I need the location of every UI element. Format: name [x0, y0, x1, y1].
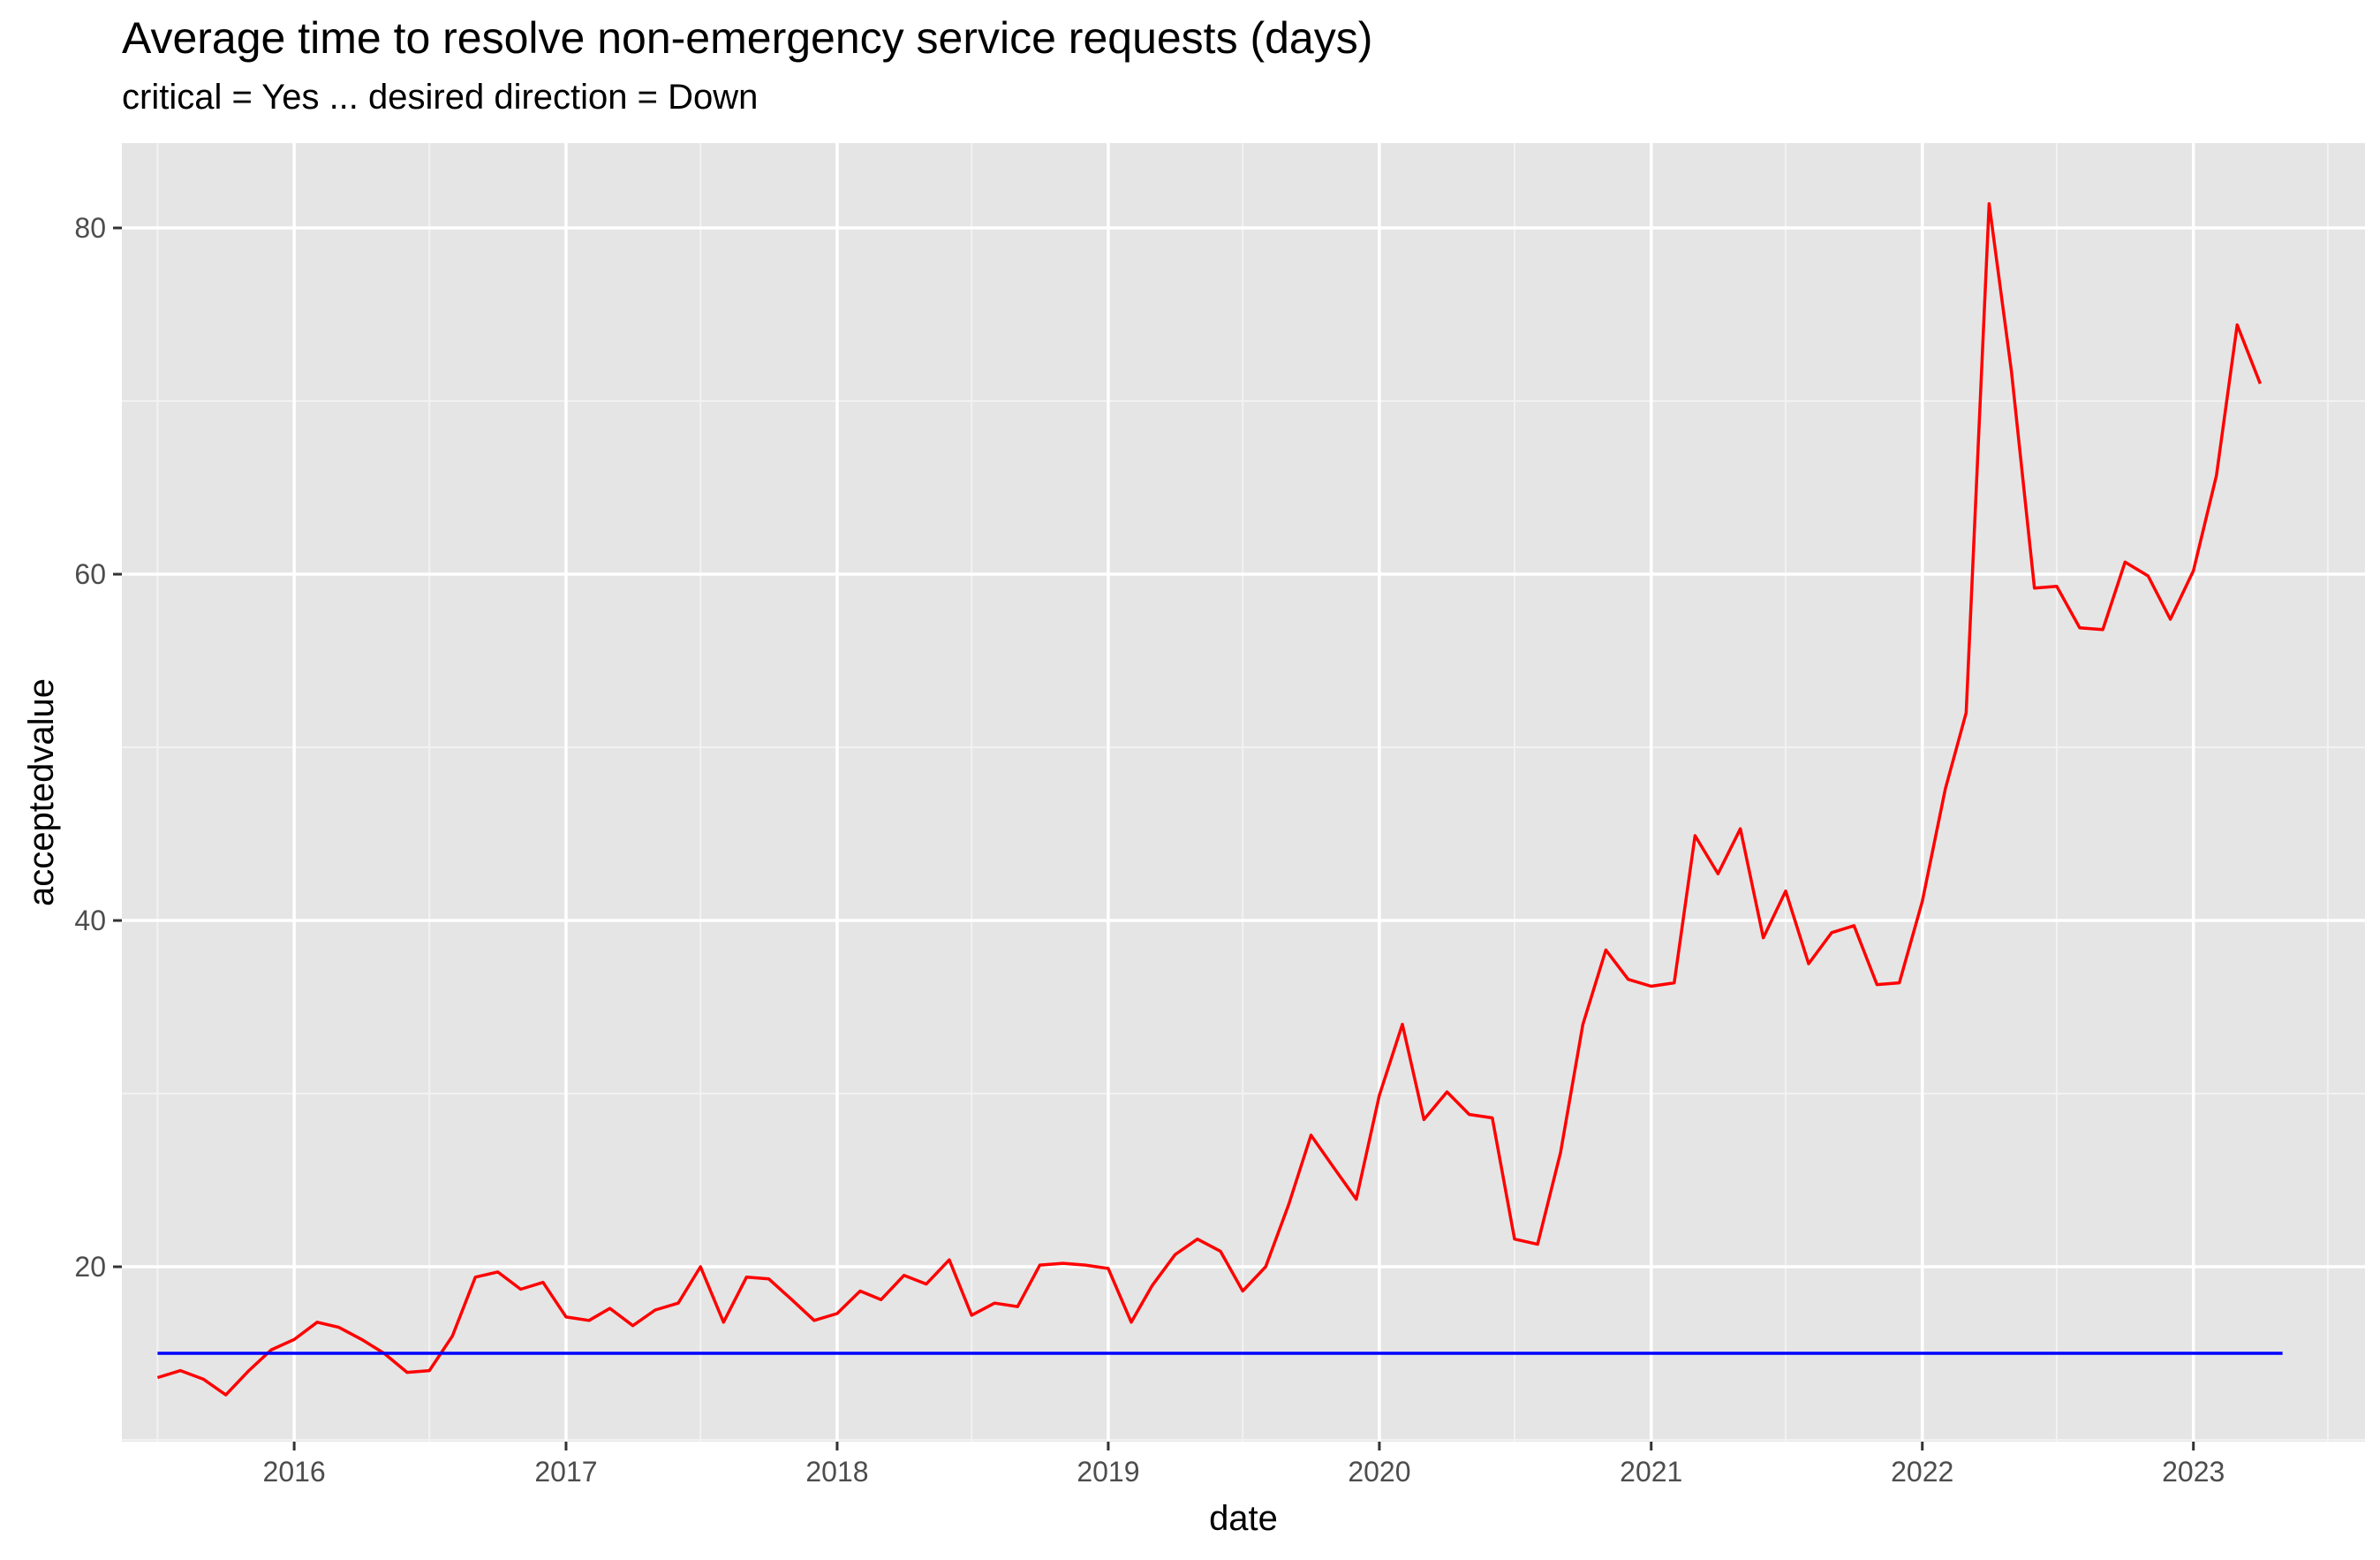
y-tick-label: 80 [74, 212, 106, 244]
series-line-red [156, 201, 2263, 1397]
x-axis-title: date [1209, 1499, 1278, 1538]
y-tick-label: 60 [74, 558, 106, 590]
x-tick-label: 2020 [1348, 1456, 1410, 1488]
y-tick-label: 20 [74, 1251, 106, 1283]
x-tick-label: 2018 [805, 1456, 868, 1488]
y-tick-label: 40 [74, 905, 106, 936]
y-axis-title: acceptedvalue [22, 678, 61, 906]
x-tick-label: 2017 [534, 1456, 597, 1488]
x-tick-label: 2023 [2162, 1456, 2225, 1488]
major-gridlines [122, 143, 2365, 1442]
x-tick-label: 2019 [1077, 1456, 1139, 1488]
x-tick-label: 2021 [1620, 1456, 1682, 1488]
chart-subtitle: critical = Yes ... desired direction = D… [122, 78, 759, 117]
axis-ticks [113, 226, 2195, 1450]
x-tick-label: 2022 [1891, 1456, 1953, 1488]
x-tick-labels: 2016 2017 2018 2019 2020 2021 2022 2023 [263, 1456, 2225, 1488]
y-tick-labels: 20 40 60 80 [74, 212, 106, 1283]
chart-title: Average time to resolve non-emergency se… [122, 13, 1373, 63]
minor-gridlines [122, 143, 2365, 1442]
series-layer [156, 201, 2283, 1397]
x-tick-label: 2016 [263, 1456, 326, 1488]
